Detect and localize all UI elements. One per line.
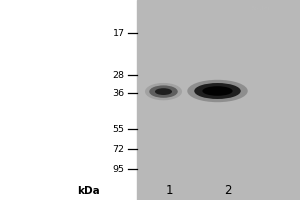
- Ellipse shape: [155, 88, 172, 95]
- Ellipse shape: [187, 80, 248, 102]
- Text: Boster: Boster: [251, 5, 271, 10]
- Text: 28: 28: [112, 71, 124, 79]
- Text: 1: 1: [166, 184, 173, 198]
- Text: 17: 17: [112, 28, 124, 38]
- Ellipse shape: [145, 83, 182, 100]
- Text: 95: 95: [112, 164, 124, 173]
- Text: 2: 2: [224, 184, 232, 198]
- Ellipse shape: [194, 83, 241, 99]
- Text: kDa: kDa: [77, 186, 100, 196]
- Text: 55: 55: [112, 124, 124, 134]
- Text: 36: 36: [112, 88, 124, 98]
- Ellipse shape: [202, 86, 232, 96]
- Ellipse shape: [149, 85, 178, 98]
- Bar: [136, 0, 300, 200]
- Text: 72: 72: [112, 144, 124, 154]
